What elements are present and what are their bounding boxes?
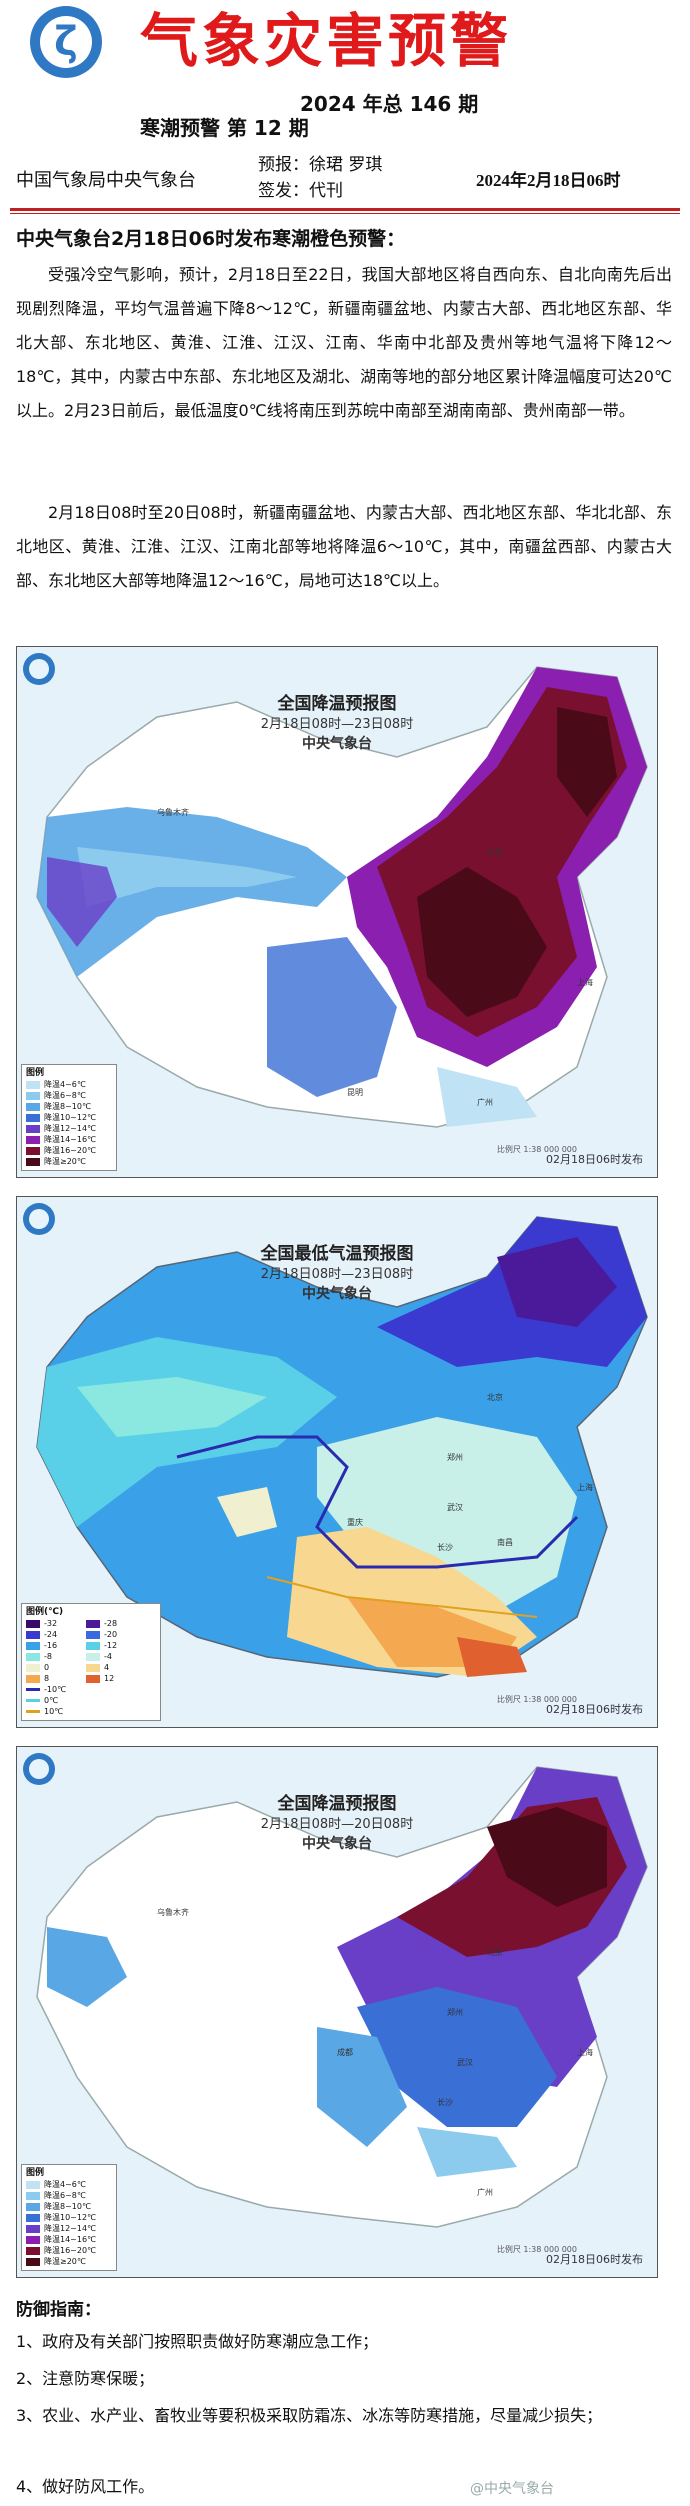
guidance-item: 1、政府及有关部门按照职责做好防寒潮应急工作； [16, 2332, 379, 2351]
map1-place: 广州 [477, 1098, 493, 1107]
guidance-item: 4、做好防风工作。 [16, 2477, 155, 2496]
map2-issued: 02月18日06时发布 [546, 1703, 643, 1716]
map3-place: 武汉 [457, 2058, 473, 2067]
map2-place: 重庆 [347, 1518, 363, 1527]
map3-place: 上海 [577, 2048, 593, 2057]
warning-subtitle: 寒潮预警 第 12 期 [140, 116, 309, 140]
forecaster-block: 预报：徐珺 罗琪 签发：代刊 [258, 152, 382, 204]
cma-logo: ζ [30, 6, 102, 78]
map2-place: 郑州 [447, 1453, 463, 1462]
map1-title: 全国降温预报图 [277, 694, 397, 714]
map3-scale: 比例尺 1:38 000 000 [496, 2245, 577, 2254]
issue-date: 2024年2月18日06时 [476, 171, 621, 190]
map1-agency: 中央气象台 [302, 736, 372, 752]
map-logo-icon [23, 653, 55, 685]
agency-name: 中国气象局中央气象台 [16, 170, 196, 191]
cooling-map-5day: 全国降温预报图 2月18日08时—23日08时 中央气象台 乌鲁木齐 北京 上海… [16, 646, 658, 1178]
map1-place: 昆明 [347, 1088, 363, 1097]
paragraph-1: 受强冷空气影响，预计，2月18日至22日，我国大部地区将自西向东、自北向南先后出… [16, 265, 672, 420]
map1-issued: 02月18日06时发布 [546, 1153, 643, 1166]
map3-agency: 中央气象台 [302, 1836, 372, 1852]
map2-period: 2月18日08时—23日08时 [260, 1267, 414, 1282]
map3-issued: 02月18日06时发布 [546, 2253, 643, 2266]
map3-place: 长沙 [437, 2098, 453, 2107]
map2-place: 武汉 [447, 1503, 463, 1512]
map1-place: 乌鲁木齐 [157, 808, 189, 817]
map3-title: 全国降温预报图 [277, 1794, 397, 1814]
guidance-item: 2、注意防寒保暖； [16, 2369, 155, 2388]
weibo-watermark: @中央气象台 [470, 2481, 554, 2497]
map2-place: 北京 [487, 1393, 503, 1402]
map3-legend: 图例 降温4~6℃ 降温6~8℃ 降温8~10℃ 降温10~12℃ 降温12~1… [21, 2164, 117, 2271]
map2-place: 上海 [577, 1483, 593, 1492]
map3-place: 成都 [337, 2048, 353, 2057]
min-temp-map: 全国最低气温预报图 2月18日08时—23日08时 中央气象台 北京 郑州 武汉… [16, 1196, 658, 1728]
map2-agency: 中央气象台 [302, 1286, 372, 1302]
map2-place: 长沙 [437, 1543, 453, 1552]
map2-scale: 比例尺 1:38 000 000 [496, 1695, 577, 1704]
guidance-title: 防御指南： [16, 2300, 101, 2320]
map2-legend: 图例(℃) -32 -28 -24 -20 -16 -12 -8 -4 0 4 … [21, 1603, 161, 1721]
paragraph-2: 2月18日08时至20日08时，新疆南疆盆地、内蒙古大部、西北地区东部、华北北部… [16, 503, 672, 590]
map-logo-icon [23, 1203, 55, 1235]
guidance-item: 3、农业、水产业、畜牧业等要积极采取防霜冻、冰冻等防寒措施，尽量减少损失； [16, 2406, 603, 2425]
issue-number: 2024 年总 146 期 [300, 92, 479, 116]
map-logo-icon [23, 1753, 55, 1785]
map3-period: 2月18日08时—20日08时 [260, 1817, 414, 1832]
header-divider [10, 208, 680, 211]
map2-title: 全国最低气温预报图 [260, 1244, 414, 1264]
map1-scale: 比例尺 1:38 000 000 [496, 1145, 577, 1154]
map1-place: 北京 [487, 848, 503, 857]
map3-place: 北京 [487, 1948, 503, 1957]
cooling-map-2day: 全国降温预报图 2月18日08时—20日08时 中央气象台 乌鲁木齐 北京 郑州… [16, 1746, 658, 2278]
signer: 签发：代刊 [258, 181, 343, 201]
warning-headline: 中央气象台2月18日06时发布寒潮橙色预警： [16, 228, 406, 250]
map3-place: 广州 [477, 2188, 493, 2197]
map3-place: 乌鲁木齐 [157, 1908, 189, 1917]
map1-place: 上海 [577, 978, 593, 987]
header-divider-thin [10, 213, 680, 214]
map1-period: 2月18日08时—23日08时 [260, 717, 414, 732]
map2-place: 南昌 [497, 1538, 513, 1547]
map1-legend: 图例 降温4~6℃ 降温6~8℃ 降温8~10℃ 降温10~12℃ 降温12~1… [21, 1064, 117, 1171]
map3-place: 郑州 [447, 2008, 463, 2017]
forecasters: 预报：徐珺 罗琪 [258, 155, 383, 175]
page-title: 气象灾害预警 [140, 7, 513, 75]
